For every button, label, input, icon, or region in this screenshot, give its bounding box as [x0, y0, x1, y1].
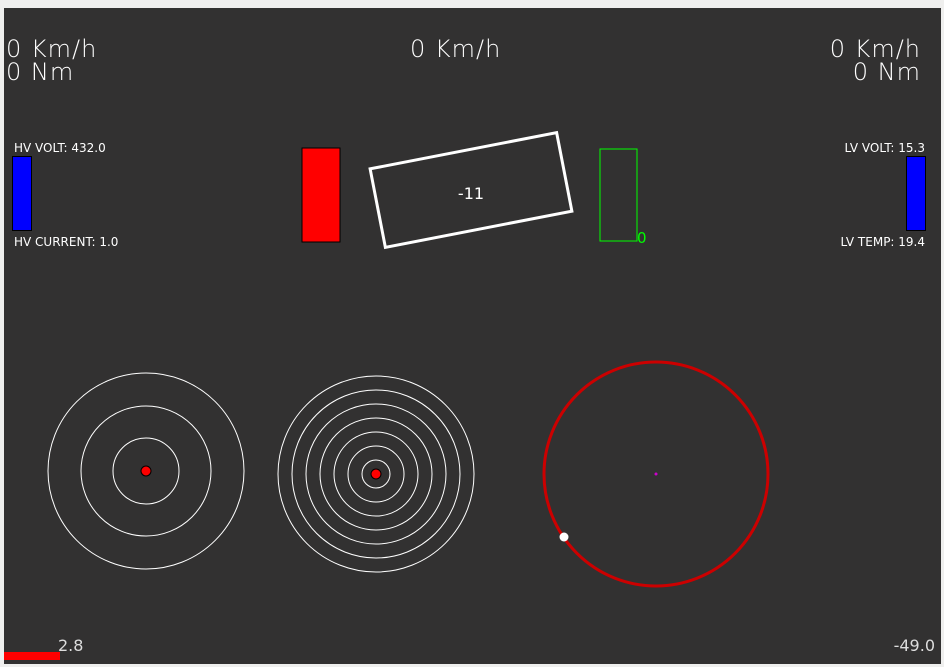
- middle-sensor-dot: [371, 469, 381, 479]
- gg-marker: [560, 533, 569, 542]
- gg-center-dot: [655, 473, 658, 476]
- middle-sensor-rings: [278, 376, 474, 572]
- throttle-bar-frame: [600, 149, 637, 241]
- dashboard-graphics: -11 0: [4, 8, 941, 664]
- left-sensor-dot: [141, 466, 151, 476]
- bottom-right-value: -49.0: [894, 638, 935, 654]
- bottom-progress-bar: [4, 652, 60, 660]
- steering-angle-value: -11: [458, 184, 484, 203]
- throttle-value: 0: [637, 229, 647, 247]
- bottom-left-value: 2.8: [58, 638, 83, 654]
- brake-bar-fill: [302, 148, 340, 242]
- left-sensor-rings: [48, 373, 244, 569]
- dashboard-screen: 0 Km/h 0 Nm 0 Km/h 0 Km/h 0 Nm HV VOLT: …: [4, 8, 941, 664]
